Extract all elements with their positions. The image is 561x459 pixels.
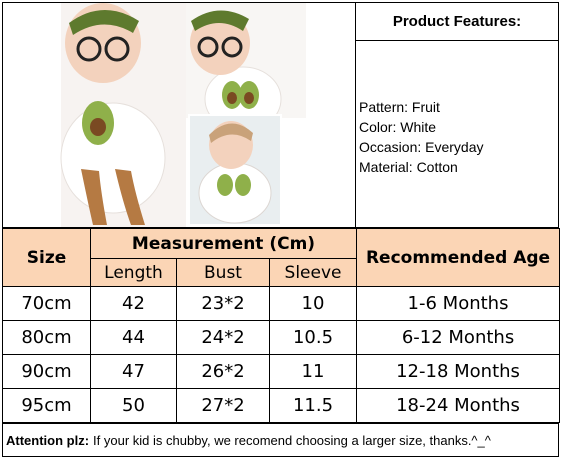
product-photo [2,2,355,228]
product-features-panel: Product Features: Pattern: Fruit Color: … [355,2,559,228]
length-cell: 42 [90,286,177,321]
table-row: 90cm 47 26*2 11 12-18 Months [2,354,561,389]
size-cell: 90cm [2,354,91,389]
size-chart-table: Size Measurement (Cm) Recommended Age Le… [2,228,561,423]
bust-cell: 24*2 [176,320,270,355]
product-photo-illustration [60,3,306,227]
product-features-title: Product Features: [356,3,558,41]
bust-cell: 23*2 [176,286,270,321]
attention-label: Attention plz: [6,432,90,448]
age-cell: 18-24 Months [356,388,561,423]
feature-color: Color: White [359,119,437,135]
bust-cell: 26*2 [176,354,270,389]
sleeve-cell: 11 [268,354,358,389]
table-row: 70cm 42 23*2 10 1-6 Months [2,286,561,321]
sleeve-cell: 10 [268,286,358,321]
length-cell: 44 [90,320,177,355]
length-column-header: Length [90,258,177,287]
length-cell: 47 [90,354,177,389]
size-cell: 80cm [2,320,91,355]
age-cell: 12-18 Months [356,354,561,389]
feature-pattern: Pattern: Fruit [359,99,440,115]
attention-text: If your kid is chubby, we recomend choos… [93,432,491,448]
size-column-header: Size [2,228,91,287]
size-cell: 70cm [2,286,91,321]
table-row: 80cm 44 24*2 10.5 6-12 Months [2,320,561,355]
sleeve-cell: 10.5 [268,320,358,355]
table-row: 95cm 50 27*2 11.5 18-24 Months [2,388,561,423]
recommended-age-column-header: Recommended Age [356,228,561,287]
bust-cell: 27*2 [176,388,270,423]
bust-column-header: Bust [176,258,270,287]
sleeve-column-header: Sleeve [268,258,358,287]
size-cell: 95cm [2,388,91,423]
measurement-column-header: Measurement (Cm) [89,228,358,259]
baby-right-photo [186,3,306,132]
feature-material: Material: Cotton [359,159,458,175]
baby-left-photo [60,3,186,227]
length-cell: 50 [90,388,177,423]
product-features-list: Pattern: Fruit Color: White Occasion: Ev… [359,97,484,177]
feature-occasion: Occasion: Everyday [359,139,484,155]
age-cell: 6-12 Months [356,320,561,355]
baby-inset-photo [188,114,282,226]
attention-note: Attention plz: If your kid is chubby, we… [2,423,559,457]
age-cell: 1-6 Months [356,286,561,321]
sleeve-cell: 11.5 [268,388,358,423]
